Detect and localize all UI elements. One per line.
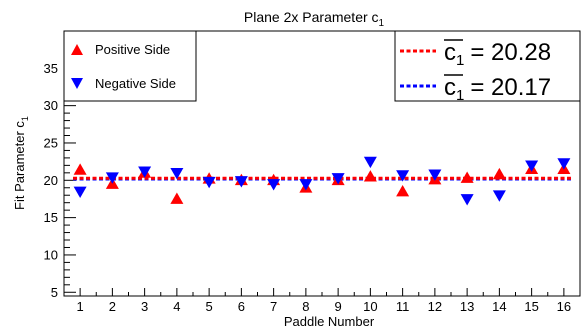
x-tick-label: 8 xyxy=(302,299,309,314)
negative-side-marker xyxy=(460,194,474,206)
negative-side-marker xyxy=(396,170,410,182)
mean-legend-blue-value: = 20.17 xyxy=(470,74,551,101)
data-markers xyxy=(73,156,571,206)
y-tick-label: 15 xyxy=(44,210,58,225)
mean-legend-blue-sub: 1 xyxy=(456,87,464,104)
legend-negative-label: Negative Side xyxy=(95,76,176,91)
positive-side-marker xyxy=(73,163,87,175)
x-tick-label: 11 xyxy=(396,299,410,314)
mean-legend: c1 = 20.28 c1 = 20.17 xyxy=(394,30,581,104)
chart-title-sub: 1 xyxy=(379,18,385,29)
positive-side-marker xyxy=(170,192,184,204)
y-axis-label-sub: 1 xyxy=(20,116,30,121)
positive-side-marker xyxy=(492,167,506,180)
legend-positive-marker xyxy=(71,44,83,55)
x-tick-label: 4 xyxy=(173,299,180,314)
y-tick-label: 5 xyxy=(51,285,58,300)
series-legend-box xyxy=(63,30,197,102)
chart-title-main: Plane 2x Parameter c xyxy=(244,9,379,25)
negative-side-marker xyxy=(73,186,87,198)
x-tick-label: 3 xyxy=(141,299,148,314)
x-tick-label: 13 xyxy=(460,299,474,314)
y-tick-label: 30 xyxy=(44,98,58,113)
x-tick-label: 7 xyxy=(270,299,277,314)
legend-negative-marker xyxy=(71,78,83,89)
negative-side-marker xyxy=(234,176,248,188)
mean-legend-red-symbol: c xyxy=(444,39,456,66)
mean-legend-blue-text: c1 = 20.17 xyxy=(444,74,551,104)
mean-legend-red-value: = 20.28 xyxy=(470,39,551,66)
negative-side-marker xyxy=(557,158,571,170)
x-tick-label: 1 xyxy=(77,299,84,314)
negative-side-marker xyxy=(331,173,345,185)
y-axis-label: Fit Parameter c1 xyxy=(12,116,30,210)
x-tick-label: 10 xyxy=(363,299,377,314)
negative-side-marker xyxy=(299,179,313,191)
positive-side-marker xyxy=(363,170,377,182)
negative-side-marker xyxy=(428,169,442,181)
negative-side-marker xyxy=(202,176,216,189)
chart-title: Plane 2x Parameter c1 xyxy=(244,9,385,29)
negative-side-marker xyxy=(170,167,184,180)
x-axis-label: Paddle Number xyxy=(284,314,375,329)
x-tick-label: 6 xyxy=(238,299,245,314)
x-tick-label: 12 xyxy=(428,299,442,314)
mean-legend-blue-symbol: c xyxy=(444,74,456,101)
x-tick-label: 15 xyxy=(524,299,538,314)
positive-side-marker xyxy=(460,171,474,183)
x-axis-ticks: 1 2 3 4 5 6 7 8 9 10 11 12 13 14 15 16 xyxy=(63,288,581,314)
mean-legend-box xyxy=(394,30,581,102)
negative-side-marker xyxy=(363,156,377,169)
series-legend: Positive Side Negative Side xyxy=(63,30,197,102)
negative-side-marker xyxy=(267,179,281,191)
negative-side-marker xyxy=(525,160,539,172)
negative-side-marker xyxy=(105,172,119,184)
positive-side-marker xyxy=(396,184,410,197)
negative-side-marker xyxy=(492,190,506,202)
y-tick-label: 20 xyxy=(44,173,58,188)
x-tick-label: 9 xyxy=(335,299,342,314)
y-tick-label: 10 xyxy=(44,247,58,262)
mean-legend-red-sub: 1 xyxy=(456,52,464,69)
y-tick-label: 35 xyxy=(44,61,58,76)
x-tick-label: 2 xyxy=(109,299,116,314)
legend-positive-label: Positive Side xyxy=(95,42,170,57)
mean-lines xyxy=(73,176,571,181)
y-tick-label: 25 xyxy=(44,135,58,150)
y-axis-label-main: Fit Parameter c xyxy=(12,121,27,210)
negative-side-marker xyxy=(138,166,152,178)
x-tick-label: 14 xyxy=(492,299,506,314)
x-tick-label: 16 xyxy=(557,299,571,314)
x-tick-label: 5 xyxy=(206,299,213,314)
mean-legend-red-text: c1 = 20.28 xyxy=(444,39,551,69)
